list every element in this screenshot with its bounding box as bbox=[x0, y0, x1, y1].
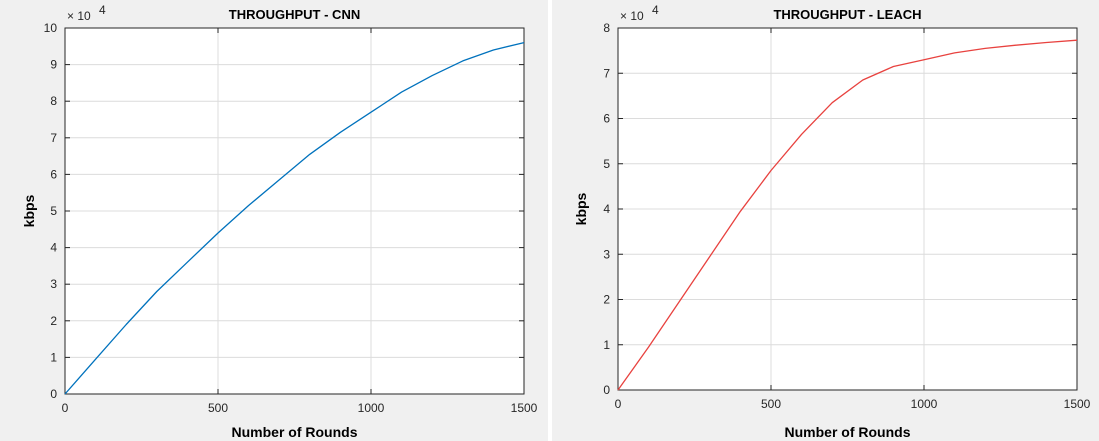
y-tick-label: 10 bbox=[44, 21, 58, 35]
y-tick-label: 5 bbox=[50, 204, 57, 218]
x-axis-title: Number of Rounds bbox=[785, 424, 911, 440]
y-exponent-label: × 10 bbox=[620, 9, 644, 23]
y-tick-label: 1 bbox=[603, 338, 610, 352]
y-tick-label: 9 bbox=[50, 58, 57, 72]
y-tick-label: 6 bbox=[50, 167, 57, 181]
y-tick-label: 2 bbox=[50, 314, 57, 328]
y-exponent-power: 4 bbox=[652, 3, 659, 17]
x-tick-label: 0 bbox=[615, 397, 622, 411]
series-line bbox=[64, 41, 525, 395]
y-axis-title: kbps bbox=[21, 194, 37, 227]
y-tick-label: 5 bbox=[603, 157, 610, 171]
x-tick-label: 1000 bbox=[911, 397, 938, 411]
y-exponent-label: × 10 bbox=[67, 9, 91, 23]
x-tick-label: 1500 bbox=[511, 401, 538, 415]
y-exponent-power: 4 bbox=[99, 3, 106, 17]
y-tick-label: 0 bbox=[50, 387, 57, 401]
y-tick-label: 4 bbox=[603, 202, 610, 216]
y-tick-label: 6 bbox=[603, 112, 610, 126]
chart-title: THROUGHPUT - LEACH bbox=[773, 7, 921, 22]
y-tick-label: 4 bbox=[50, 241, 57, 255]
y-tick-label: 1 bbox=[50, 350, 57, 364]
chart-panel-leach: 0 500 1000 1500 0 1 2 3 4 5 6 7 8 × 10 4 THROUGHPUT - L… bbox=[552, 0, 1099, 441]
throughput-cnn-chart: 0 500 1000 1500 0 1 2 3 4 5 6 7 8 9 10 × 10 4 THROUGHPUT … bbox=[21, 3, 538, 440]
panel-divider bbox=[548, 0, 552, 441]
y-tick-label: 8 bbox=[50, 94, 57, 108]
throughput-leach-chart: 0 500 1000 1500 0 1 2 3 4 5 6 7 8 × 10 4 THROUGHPUT - L… bbox=[573, 3, 1091, 440]
y-tick-label: 2 bbox=[603, 293, 610, 307]
y-tick-label: 7 bbox=[50, 131, 57, 145]
y-tick-label: 0 bbox=[603, 383, 610, 397]
x-tick-label: 0 bbox=[62, 401, 69, 415]
y-tick-label: 7 bbox=[603, 66, 610, 80]
y-tick-label: 3 bbox=[50, 277, 57, 291]
x-tick-label: 1500 bbox=[1064, 397, 1091, 411]
x-axis-title: Number of Rounds bbox=[232, 424, 358, 440]
series-line bbox=[617, 39, 1078, 391]
y-tick-label: 3 bbox=[603, 247, 610, 261]
chart-title: THROUGHPUT - CNN bbox=[229, 7, 360, 22]
y-tick-label: 8 bbox=[603, 21, 610, 35]
y-axis-title: kbps bbox=[573, 192, 589, 225]
x-tick-label: 1000 bbox=[358, 401, 385, 415]
x-tick-label: 500 bbox=[208, 401, 228, 415]
chart-panel-cnn: 0 500 1000 1500 0 1 2 3 4 5 6 7 8 9 10 × 10 4 THROUGHPUT … bbox=[0, 0, 548, 441]
x-tick-label: 500 bbox=[761, 397, 781, 411]
